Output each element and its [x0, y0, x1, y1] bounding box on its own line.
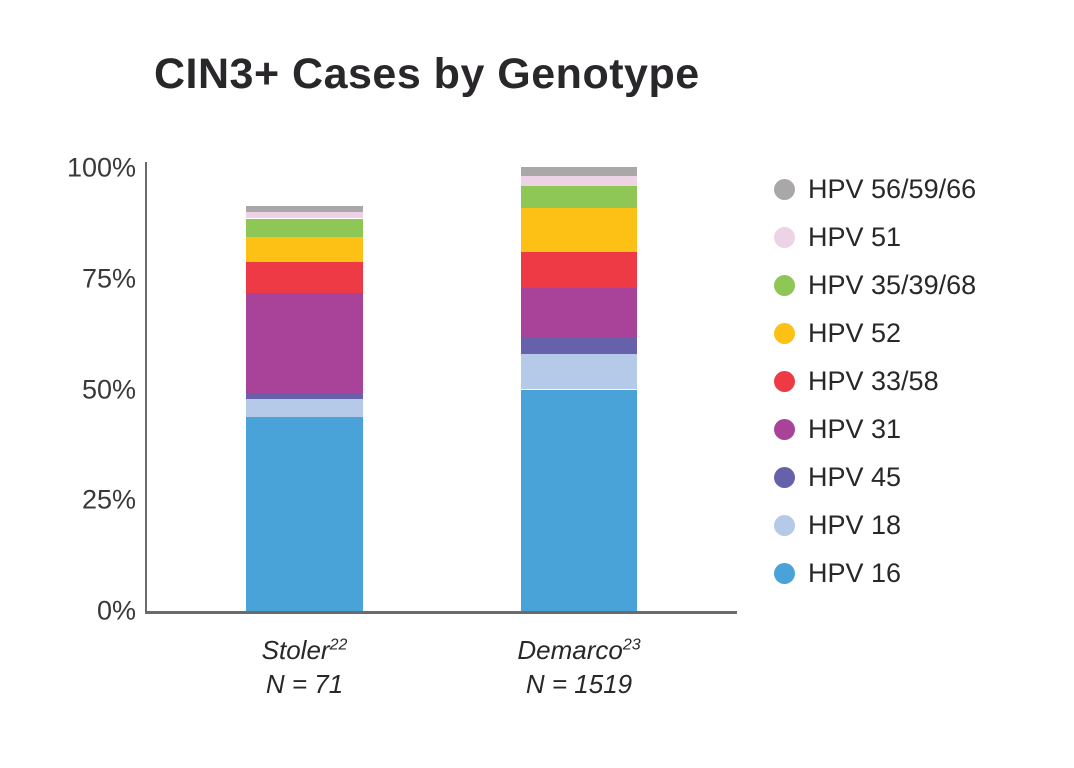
legend-item-hpv-35-39-68: HPV 35/39/68 — [774, 261, 976, 309]
study-name-text: Demarco — [517, 635, 623, 665]
bar-segment-hpv-33-58-stoler — [246, 261, 363, 293]
bar-segment-hpv-16-stoler — [246, 417, 363, 611]
y-axis-line — [145, 162, 147, 614]
y-tick-label-100: 100% — [66, 152, 136, 183]
legend-label: HPV 45 — [808, 461, 902, 492]
legend-dot-hpv-18 — [774, 514, 795, 536]
legend-item-hpv-16: HPV 16 — [774, 549, 976, 597]
bar-segment-hpv-45-demarco — [521, 336, 637, 354]
legend-dot-hpv-45 — [774, 466, 795, 488]
study-sample-size: N = 1519 — [525, 669, 633, 699]
legend-dot-hpv-35-39-68 — [774, 274, 795, 296]
legend-item-hpv-52: HPV 52 — [774, 309, 976, 357]
legend-item-hpv-31: HPV 31 — [774, 405, 976, 453]
legend-item-hpv-33-58: HPV 33/58 — [774, 357, 976, 405]
legend-item-hpv-56-59-66: HPV 56/59/66 — [774, 165, 976, 213]
bar-segment-hpv-56-59-66-stoler — [246, 206, 363, 213]
bar-segment-hpv-45-stoler — [246, 392, 363, 399]
legend-dot-hpv-56-59-66 — [774, 178, 795, 200]
legend-label: HPV 31 — [808, 413, 902, 444]
study-reference-superscript: 22 — [329, 636, 348, 654]
legend-item-hpv-51: HPV 51 — [774, 213, 976, 261]
bar-segment-hpv-18-demarco — [521, 353, 637, 390]
bar-segment-hpv-18-stoler — [246, 398, 363, 418]
legend-label: HPV 18 — [808, 509, 902, 540]
legend-dot-hpv-33-58 — [774, 370, 795, 392]
x-label-stoler: Stoler22 N = 71 — [185, 633, 425, 701]
bar-segment-hpv-35-39-68-stoler — [246, 218, 363, 238]
legend-label: HPV 33/58 — [808, 365, 939, 396]
y-tick-label-50: 50% — [81, 374, 136, 404]
legend-item-hpv-18: HPV 18 — [774, 501, 976, 549]
bar-segment-hpv-33-58-demarco — [521, 251, 637, 289]
legend-dot-hpv-51 — [774, 226, 795, 248]
legend-dot-hpv-52 — [774, 322, 795, 344]
bar-segment-hpv-16-demarco — [521, 389, 637, 611]
legend-dot-hpv-16 — [774, 562, 795, 584]
study-name-text: Stoler — [261, 635, 330, 665]
legend-label: HPV 51 — [808, 221, 902, 252]
legend-label: HPV 56/59/66 — [808, 173, 977, 204]
x-label-study-name: Demarco23 — [459, 633, 699, 667]
bar-segment-hpv-35-39-68-demarco — [521, 185, 637, 208]
y-tick-label-75: 75% — [81, 263, 136, 294]
chart-title: CIN3+ Cases by Genotype — [154, 50, 700, 98]
legend-dot-hpv-31 — [774, 418, 795, 440]
study-reference-superscript: 23 — [622, 636, 641, 654]
legend: HPV 56/59/66 HPV 51 HPV 35/39/68 HPV 52 HPV … — [774, 165, 976, 597]
y-tick-label-0: 0% — [96, 595, 136, 626]
legend-label: HPV 35/39/68 — [808, 269, 977, 300]
bar-segment-hpv-52-stoler — [246, 237, 363, 262]
x-label-study-name: Stoler22 — [185, 633, 425, 667]
legend-item-hpv-45: HPV 45 — [774, 453, 976, 501]
legend-label: HPV 16 — [808, 557, 902, 588]
bar-segment-hpv-31-demarco — [521, 288, 637, 337]
bar-segment-hpv-51-stoler — [246, 212, 363, 219]
bar-segment-hpv-31-stoler — [246, 292, 363, 393]
legend-label: HPV 52 — [808, 317, 902, 348]
y-tick-label-25: 25% — [81, 484, 136, 515]
x-axis-line — [145, 611, 737, 614]
x-label-demarco: Demarco23 N = 1519 — [459, 633, 699, 701]
bar-segment-hpv-51-demarco — [521, 175, 637, 186]
study-sample-size: N = 71 — [265, 669, 344, 699]
bar-segment-hpv-52-demarco — [521, 207, 637, 252]
bar-segment-hpv-56-59-66-demarco — [521, 167, 637, 176]
